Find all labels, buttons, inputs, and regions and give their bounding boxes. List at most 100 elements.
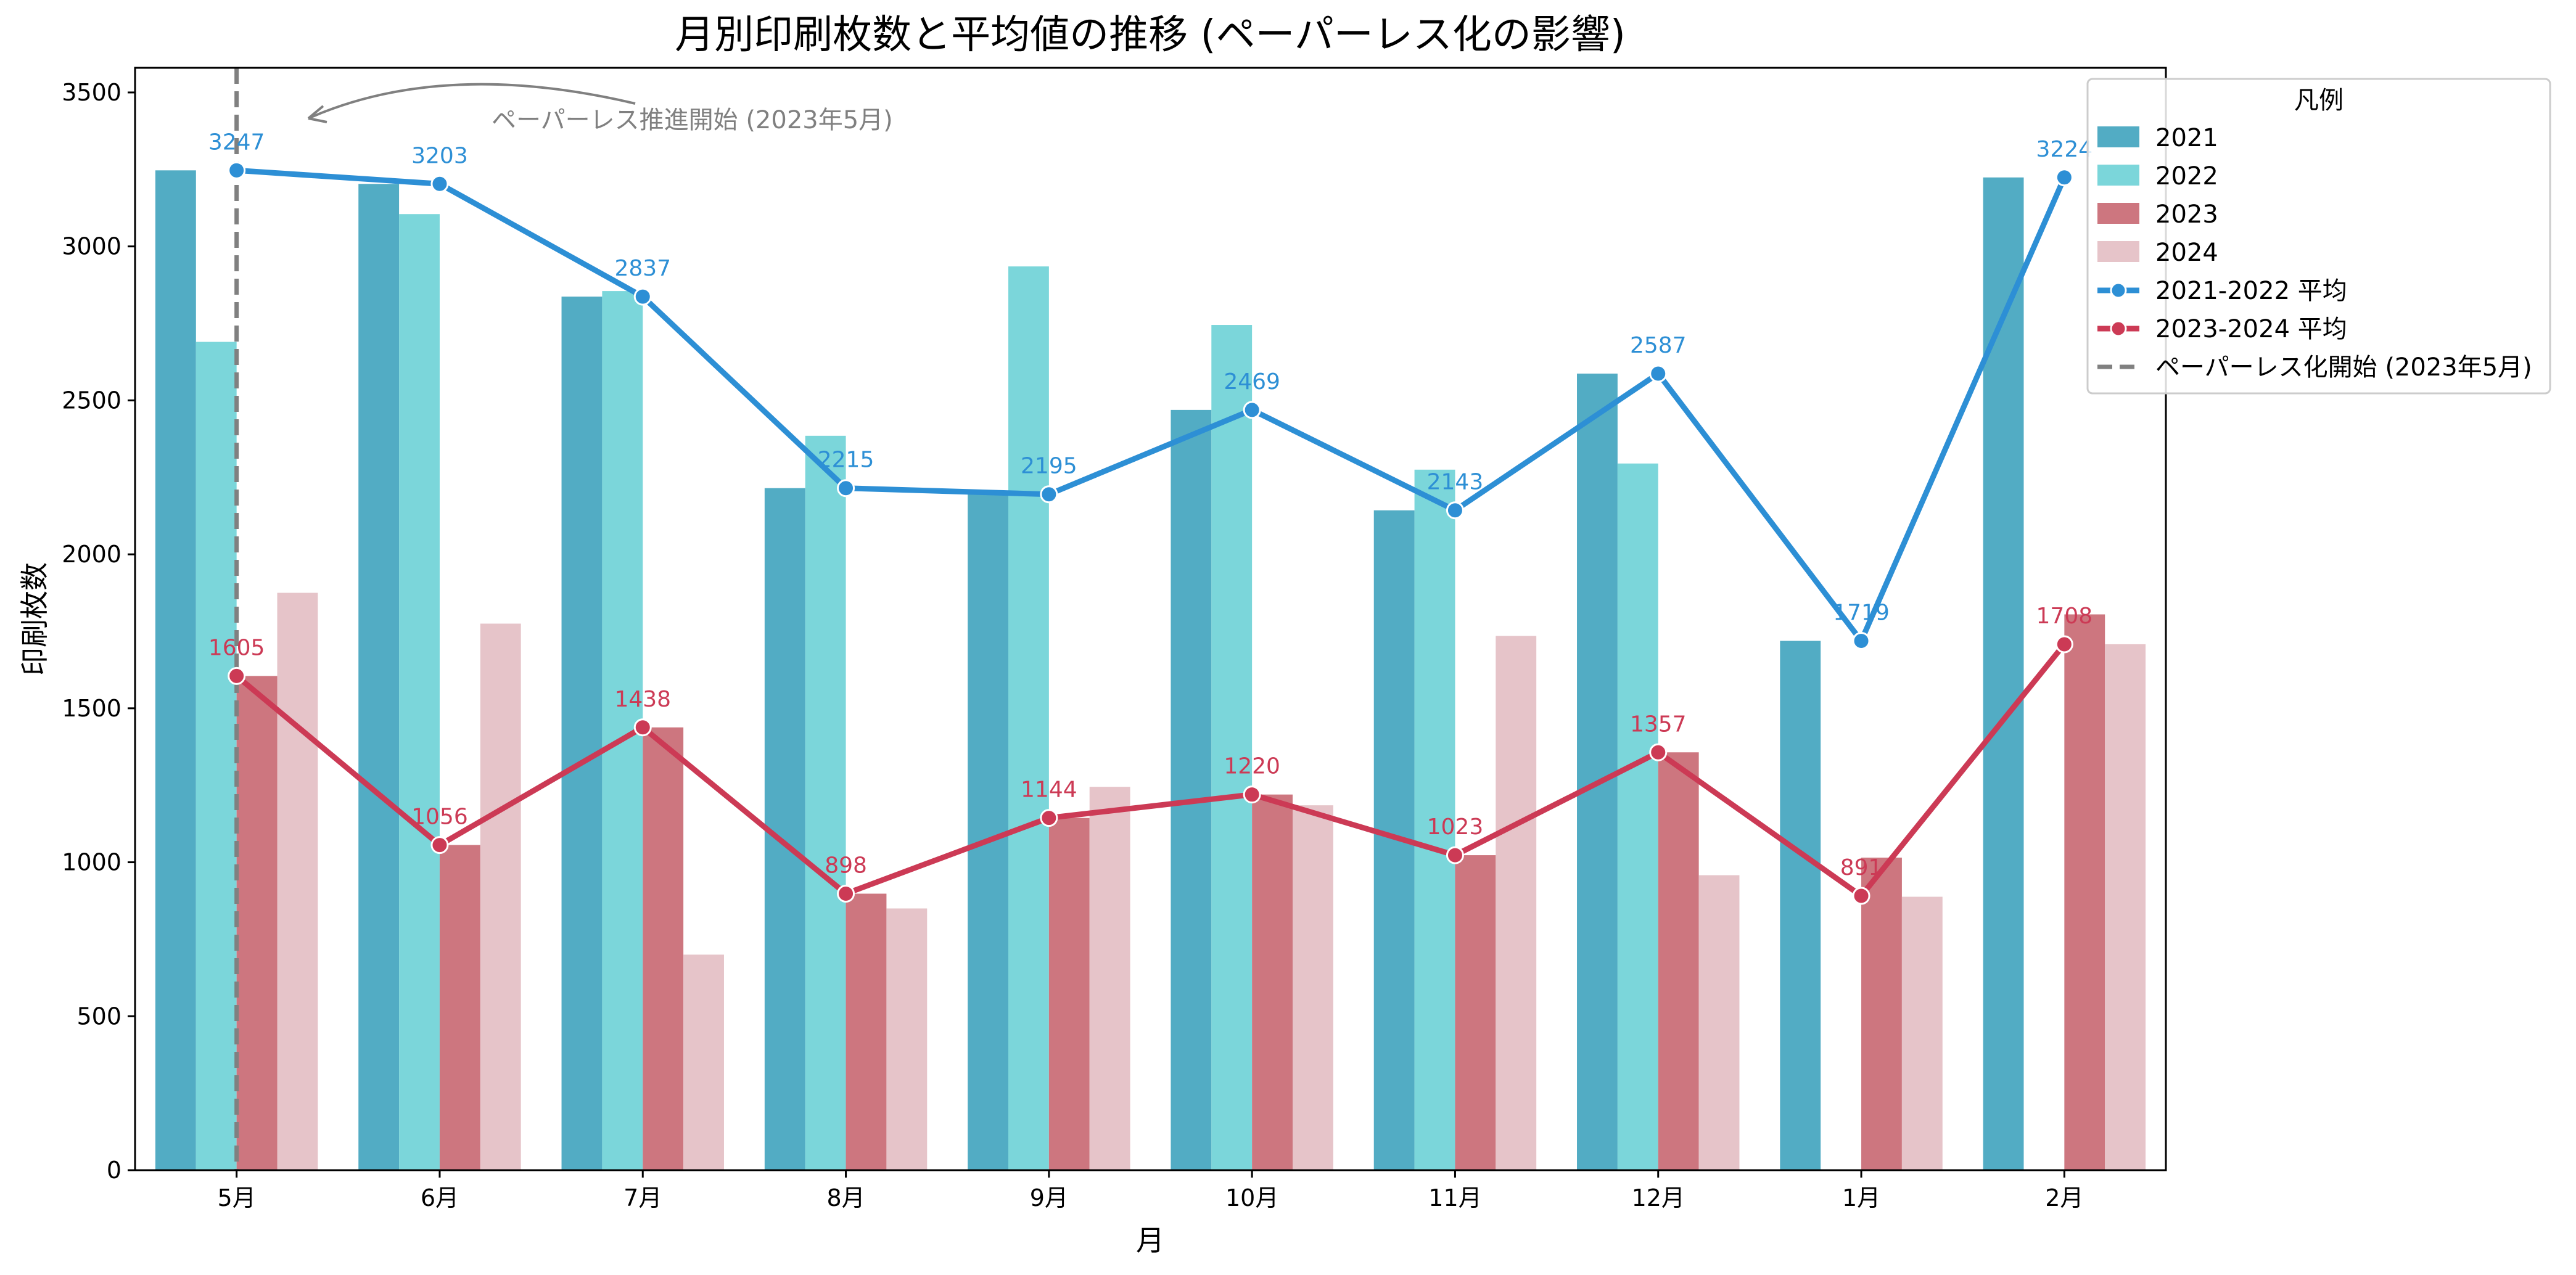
data-label: 1438 [614, 687, 671, 712]
legend-label: 2021 [2155, 124, 2218, 152]
chart-title: 月別印刷枚数と平均値の推移 (ペーパーレス化の影響) [675, 12, 1626, 58]
axes-layer: 0 500 1000 1500 2000 2500 3000 3500 5月 6月 7月 8月 9月 10… [62, 79, 2083, 1211]
x-tick-label: 11月 [1428, 1184, 1481, 1211]
data-label: 2469 [1224, 369, 1280, 395]
line-point [2055, 168, 2073, 187]
data-label: 1023 [1427, 814, 1484, 840]
x-tick-label: 5月 [218, 1184, 256, 1211]
line-point [837, 479, 855, 498]
bar-2024 [1293, 805, 1333, 1170]
data-label: 1357 [1630, 711, 1687, 737]
line-point [2055, 635, 2073, 654]
annotation-arrow [308, 83, 636, 120]
y-tick-label: 3500 [62, 79, 121, 106]
bars-layer [155, 170, 2146, 1171]
legend-line-marker [2110, 320, 2127, 337]
data-label: 2837 [614, 256, 671, 281]
bar-2024 [1901, 896, 1943, 1170]
annotation-text: ペーパーレス推進開始 (2023年5月) [492, 106, 893, 134]
line-avg-2023-2024 [234, 641, 2067, 899]
line-point [1852, 887, 1870, 905]
legend-title: 凡例 [2294, 86, 2344, 115]
legend-swatch-2022 [2097, 165, 2139, 186]
line-point [633, 287, 652, 306]
legend-swatch-2021 [2097, 126, 2139, 147]
bar-2024 [2105, 644, 2146, 1170]
bar-2023 [1658, 752, 1699, 1170]
bar-2024 [1698, 875, 1740, 1170]
bar-2022 [1008, 266, 1049, 1171]
legend-label: 2021-2022 平均 [2155, 277, 2347, 305]
bar-2023 [1455, 855, 1496, 1170]
legend-label: ペーパーレス化開始 (2023年5月) [2155, 353, 2532, 382]
data-label: 1144 [1021, 777, 1077, 803]
bar-2023 [236, 676, 278, 1170]
bar-2023 [846, 893, 887, 1170]
line-point [1243, 785, 1261, 804]
labels-layer: 3247 3203 2837 2215 2195 2469 2143 2587 1719 3224… [208, 129, 2092, 880]
bar-2021 [1577, 373, 1618, 1170]
legend-box [2086, 78, 2551, 395]
bar-2023 [1252, 794, 1293, 1170]
bar-2023 [1048, 818, 1090, 1170]
legend-swatch-2024 [2097, 241, 2139, 262]
legend-label: 2023-2024 平均 [2155, 315, 2347, 343]
plot-frame [134, 67, 2167, 1171]
bar-2024 [683, 954, 724, 1170]
data-label: 3203 [411, 143, 468, 168]
bar-2023 [2064, 614, 2105, 1170]
line-point [1040, 809, 1058, 827]
bar-2024 [277, 592, 318, 1170]
x-tick-label: 9月 [1030, 1184, 1068, 1211]
x-tick-label: 7月 [623, 1184, 662, 1211]
y-tick-label: 0 [107, 1157, 121, 1184]
line-point [1040, 485, 1058, 504]
x-tick-label: 8月 [826, 1184, 865, 1211]
bar-2022 [1211, 325, 1253, 1171]
data-label: 2587 [1630, 333, 1687, 358]
data-label: 3224 [2036, 137, 2093, 162]
x-axis-title: 月 [1136, 1224, 1164, 1257]
line-point [633, 718, 652, 737]
y-tick-label: 1000 [62, 849, 121, 876]
data-label: 3247 [208, 129, 265, 155]
x-tick-label: 6月 [421, 1184, 459, 1211]
data-label: 1056 [411, 805, 468, 830]
x-tick-label: 10月 [1225, 1184, 1278, 1211]
line-point [228, 666, 246, 685]
bar-2024 [1089, 787, 1130, 1170]
data-label: 1708 [2036, 604, 2093, 629]
data-label: 1220 [1224, 754, 1280, 779]
legend-label: 2024 [2155, 239, 2218, 267]
bar-2023 [1861, 858, 1902, 1170]
y-tick-label: 2000 [62, 541, 121, 568]
data-label: 2195 [1021, 454, 1077, 479]
x-tick-label: 2月 [2045, 1184, 2083, 1211]
bar-2021 [1171, 409, 1212, 1170]
annotation-arrowhead [307, 105, 327, 123]
legend-swatch-2023 [2097, 203, 2139, 224]
line-avg-2021-2022 [234, 167, 2067, 644]
line-point [1446, 501, 1464, 520]
legend: 凡例 2021 2022 2023 2024 2021-2022 平均 2023-2024 … [2086, 78, 2551, 395]
bar-2022 [1414, 469, 1455, 1170]
bar-2021 [1780, 641, 1821, 1170]
y-axis-title: 印刷枚数 [18, 562, 51, 676]
y-tick-label: 3000 [62, 233, 121, 260]
x-tick-label: 12月 [1632, 1184, 1685, 1211]
bar-2023 [643, 727, 684, 1170]
legend-line-marker [2110, 282, 2127, 299]
annotation-layer: ペーパーレス推進開始 (2023年5月) [307, 83, 893, 134]
line-point [430, 836, 449, 855]
line-point [430, 174, 449, 193]
data-label: 891 [1840, 855, 1883, 880]
lines-layer [228, 161, 2073, 905]
bar-2021 [358, 184, 400, 1170]
legend-label: 2023 [2155, 200, 2218, 229]
line-point [1852, 631, 1870, 650]
bar-2021 [1983, 177, 2024, 1170]
legend-label: 2022 [2155, 162, 2218, 191]
bar-2022 [1617, 463, 1658, 1170]
bar-2021 [155, 170, 196, 1170]
